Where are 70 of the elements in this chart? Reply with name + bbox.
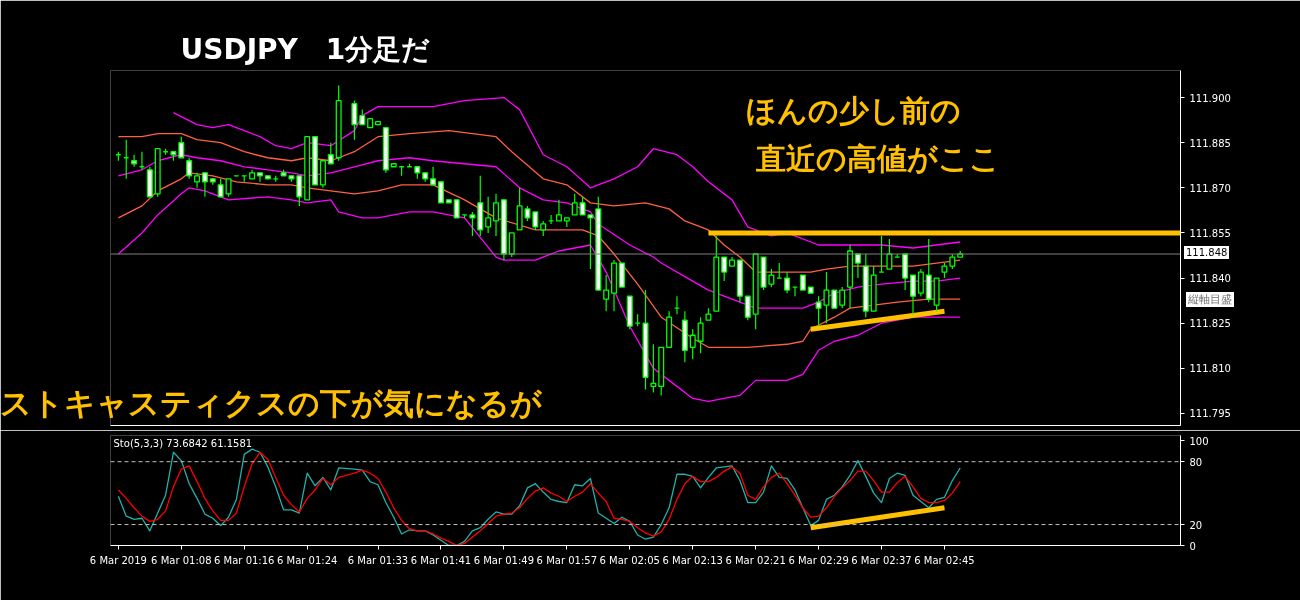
candlestick [579, 196, 586, 216]
candlestick [437, 181, 444, 204]
candlestick [587, 214, 594, 270]
candlestick [327, 142, 334, 165]
candlestick [453, 199, 460, 219]
candlestick [744, 295, 751, 321]
annotation: ストキャスティクスの下が気になるが [0, 384, 542, 422]
candlestick [650, 343, 657, 394]
annotation: 111.848 [1184, 246, 1230, 259]
candlestick [131, 154, 138, 168]
y-tick-label: 80 [1189, 456, 1203, 468]
y-tick-label: 111.855 [1189, 227, 1231, 239]
line-series [172, 96, 961, 249]
candlestick [784, 271, 791, 294]
candlestick [485, 196, 492, 234]
x-tick-label: 6 Mar 01:24 [276, 554, 338, 566]
candlestick [186, 157, 193, 180]
candlestick [555, 199, 562, 222]
y-tick-label: 111.870 [1189, 182, 1231, 194]
candlestick [256, 172, 263, 183]
candlestick [697, 316, 704, 354]
y-tick-label: 20 [1189, 519, 1203, 531]
candlestick [831, 289, 838, 309]
x-tick-label: 6 Mar 02:29 [788, 554, 849, 566]
candlestick [201, 172, 208, 198]
y-tick-label: 0 [1189, 540, 1196, 552]
x-tick-label: 6 Mar 02:21 [725, 554, 786, 566]
candlestick [532, 211, 539, 231]
x-tick-label: 6 Mar 02:37 [851, 554, 912, 566]
candlestick [689, 328, 696, 360]
y-tick-label: 100 [1189, 435, 1209, 447]
candlestick [571, 193, 578, 216]
y-tick-label: 111.795 [1189, 408, 1231, 420]
candlestick [351, 99, 358, 141]
y-tick-label: 111.825 [1189, 318, 1231, 330]
x-tick-label: 6 Mar 02:05 [599, 554, 660, 566]
candlestick [296, 175, 303, 207]
chart-title: Sto(5,3,3) 73.6842 61.1581 [113, 437, 253, 449]
x-tick-label: 6 Mar 01:08 [151, 554, 212, 566]
candlestick [839, 286, 846, 309]
candlestick [493, 193, 500, 237]
line-series [117, 172, 961, 348]
candlestick [603, 274, 610, 312]
candlestick [225, 178, 232, 198]
y-tick-label: 111.885 [1189, 137, 1231, 149]
y-tick-label: 111.840 [1189, 273, 1231, 285]
candlestick [469, 211, 476, 237]
chart-title: USDJPY 1分足だ [180, 32, 431, 66]
candlestick [721, 256, 728, 282]
line-series [117, 130, 961, 273]
candlestick [217, 178, 224, 198]
x-tick-label: 6 Mar 2019 [89, 554, 147, 566]
y-tick-label: 111.900 [1189, 92, 1231, 104]
x-tick-label: 6 Mar 01:57 [536, 554, 598, 566]
candlestick [917, 268, 924, 297]
x-tick-label: 6 Mar 02:13 [662, 554, 723, 566]
x-tick-label: 6 Mar 01:16 [214, 554, 275, 566]
candlestick [508, 232, 515, 258]
annotation: 縦軸目盛 [1186, 292, 1234, 307]
y-tick-label: 111.810 [1189, 363, 1231, 375]
x-tick-label: 6 Mar 01:33 [347, 554, 409, 566]
x-tick-label: 6 Mar 01:49 [473, 554, 535, 566]
annotation: 直近の高値がここ [754, 140, 1000, 176]
candlestick [886, 238, 893, 270]
candlestick [909, 274, 917, 315]
annotation: ほんの少し前の [745, 92, 961, 128]
candlestick [178, 136, 185, 159]
candlestick [430, 166, 437, 186]
x-tick-label: 6 Mar 02:45 [914, 554, 975, 566]
x-tick-label: 6 Mar 01:41 [410, 554, 472, 566]
